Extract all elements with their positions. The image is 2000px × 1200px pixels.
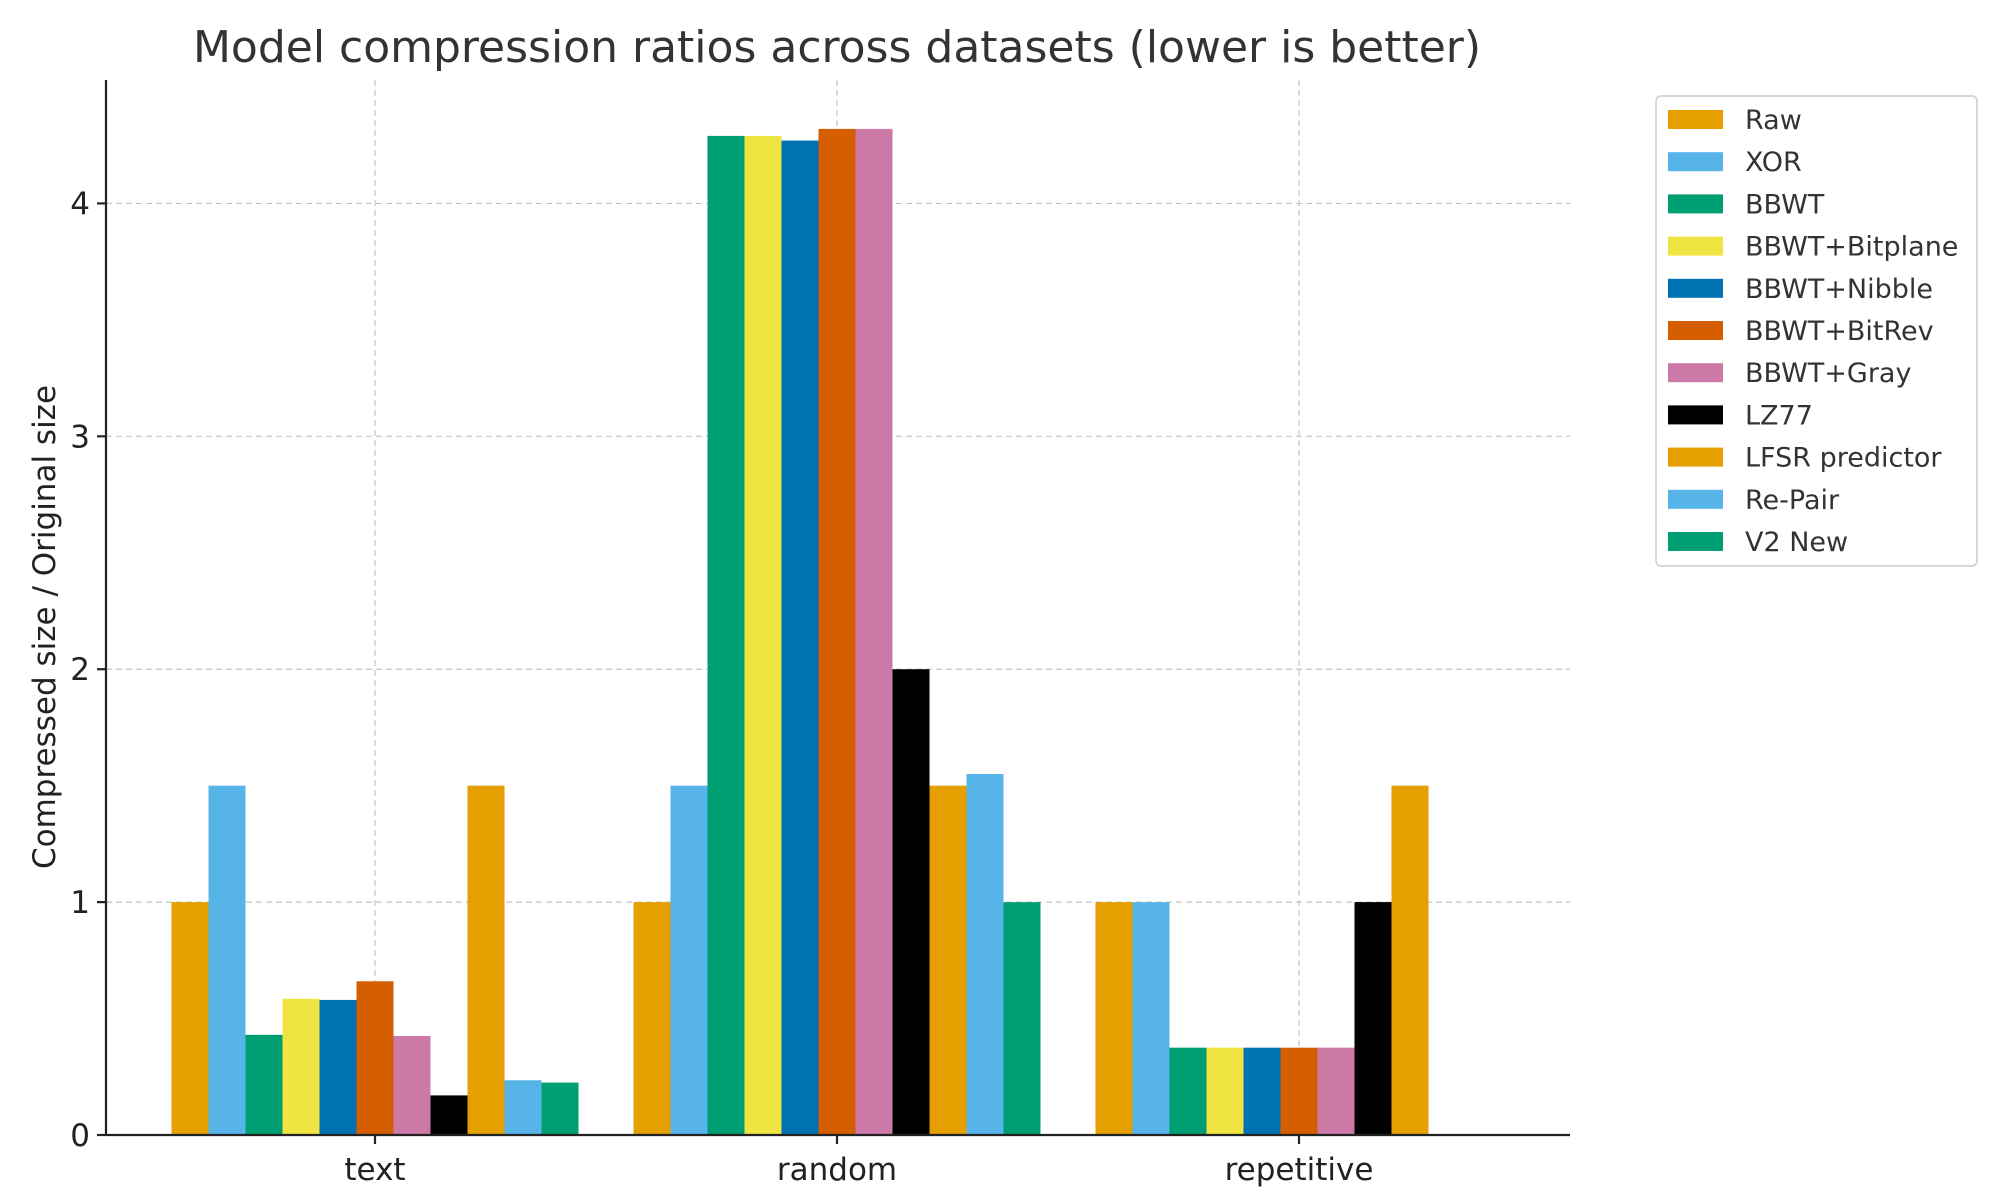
bar: [1317, 1047, 1355, 1135]
legend-label: XOR: [1745, 147, 1802, 178]
y-tick-label: 1: [70, 885, 90, 921]
legend-swatch: [1668, 489, 1723, 509]
bar: [1243, 1047, 1281, 1135]
legend-label: Re-Pair: [1745, 485, 1840, 516]
bar: [504, 1080, 542, 1135]
x-tick-label: text: [344, 1152, 405, 1188]
bar: [1169, 1047, 1207, 1135]
legend-swatch: [1668, 110, 1723, 129]
legend-label: Raw: [1745, 105, 1802, 136]
bar: [245, 1034, 283, 1135]
bar: [1003, 902, 1041, 1135]
bar: [393, 1036, 431, 1135]
y-tick-label: 4: [70, 186, 90, 222]
legend-label: BBWT+Gray: [1745, 358, 1911, 389]
legend-swatch: [1668, 532, 1723, 551]
bar: [467, 785, 505, 1135]
legend-label: BBWT+Bitplane: [1745, 232, 1958, 263]
bar: [1132, 902, 1170, 1135]
legend-swatch: [1668, 236, 1723, 256]
bar: [356, 981, 394, 1135]
bar: [541, 1082, 579, 1135]
legend-box: [1655, 95, 1978, 567]
y-tick-label: 0: [70, 1118, 90, 1154]
chart-title: Model compression ratios across datasets…: [193, 22, 1481, 73]
bar: [670, 785, 708, 1135]
bar: [1354, 902, 1392, 1135]
legend-swatch: [1668, 278, 1723, 298]
bars-layer: [171, 128, 1429, 1135]
bar: [171, 902, 209, 1135]
legend-swatch: [1668, 447, 1723, 467]
legend-label: BBWT+Nibble: [1745, 274, 1933, 305]
bar: [282, 998, 320, 1135]
bar: [1280, 1047, 1318, 1135]
x-tick-label: random: [777, 1152, 897, 1188]
legend: Raw XOR BBWT BBWT+Bitplane BBWT+Nibble BBWT+B…: [1655, 95, 1978, 567]
bar: [855, 128, 893, 1135]
axes-layer: 0 1 2 3 4 text random repetitive: [70, 80, 1570, 1188]
legend-swatch: [1668, 194, 1723, 214]
legend-swatch: [1668, 363, 1723, 383]
x-tick-label: repetitive: [1225, 1152, 1374, 1188]
legend-label: BBWT+BitRev: [1745, 316, 1934, 347]
legend-swatch: [1668, 152, 1723, 172]
bar: [781, 140, 819, 1135]
bar: [1206, 1047, 1244, 1135]
y-axis-label: Compressed size / Original size: [27, 385, 63, 869]
legend-label: BBWT: [1745, 189, 1825, 220]
legend-label: LFSR predictor: [1745, 443, 1942, 474]
bar: [1391, 785, 1429, 1135]
bar: [707, 135, 745, 1135]
bar: [744, 135, 782, 1135]
legend-swatch: [1668, 405, 1723, 425]
legend-label: LZ77: [1745, 400, 1813, 431]
bar: [929, 785, 967, 1135]
bar: [633, 902, 671, 1135]
y-tick-label: 2: [70, 652, 90, 688]
bar: [208, 785, 246, 1135]
bar: [430, 1095, 468, 1135]
bar: [818, 128, 856, 1135]
legend-swatch: [1668, 321, 1723, 340]
legend-label: V2 New: [1745, 527, 1848, 558]
y-tick-label: 3: [70, 419, 90, 455]
bar: [319, 999, 357, 1135]
bar: [966, 774, 1004, 1135]
bar: [1095, 902, 1133, 1135]
bar: [892, 669, 930, 1135]
